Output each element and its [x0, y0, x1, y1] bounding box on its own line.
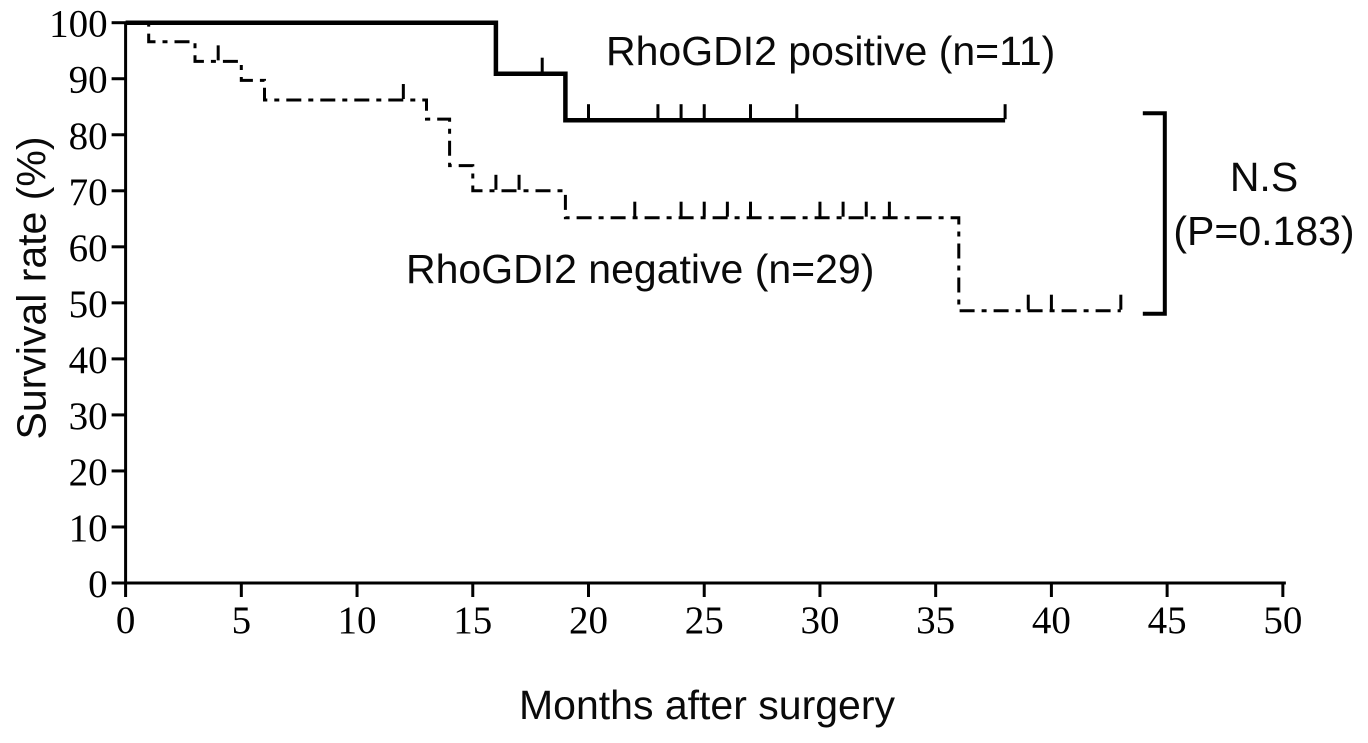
x-tick-label: 50 [1263, 599, 1302, 642]
y-tick-label: 100 [49, 3, 108, 46]
x-tick-label: 45 [1148, 599, 1187, 642]
survival-curve-negative [125, 21, 1121, 313]
y-tick-label: 50 [69, 283, 108, 326]
x-tick-label: 35 [916, 599, 955, 642]
y-tick-label: 10 [69, 507, 108, 550]
y-tick-label: 30 [69, 395, 108, 438]
x-tick-label: 30 [800, 599, 839, 642]
y-tick-label: 0 [88, 563, 108, 606]
significance-annotation: N.S (P=0.183) [1160, 150, 1368, 258]
x-tick-label: 20 [569, 599, 608, 642]
y-tick-label: 60 [69, 227, 108, 270]
y-tick-label: 90 [69, 59, 108, 102]
p-value-label: (P=0.183) [1173, 208, 1355, 254]
x-axis-title: Months after surgery [519, 682, 895, 728]
x-tick-label: 15 [453, 599, 492, 642]
survival-curve-positive [125, 20, 1006, 123]
x-tick-label: 25 [685, 599, 724, 642]
y-tick-label: 70 [69, 171, 108, 214]
series-label-negative: RhoGDI2 negative (n=29) [406, 246, 875, 292]
ns-label: N.S [1229, 154, 1299, 200]
x-tick-label: 0 [116, 599, 136, 642]
comparison-bracket [1142, 111, 1167, 316]
x-tick-label: 40 [1032, 599, 1071, 642]
y-tick-label: 80 [69, 115, 108, 158]
x-tick-label: 5 [232, 599, 252, 642]
series-label-positive: RhoGDI2 positive (n=11) [606, 28, 1056, 74]
y-axis-title: Survival rate (%) [8, 136, 55, 440]
y-tick-label: 40 [69, 339, 108, 382]
x-tick-label: 10 [338, 599, 377, 642]
y-tick-label: 20 [69, 451, 108, 494]
